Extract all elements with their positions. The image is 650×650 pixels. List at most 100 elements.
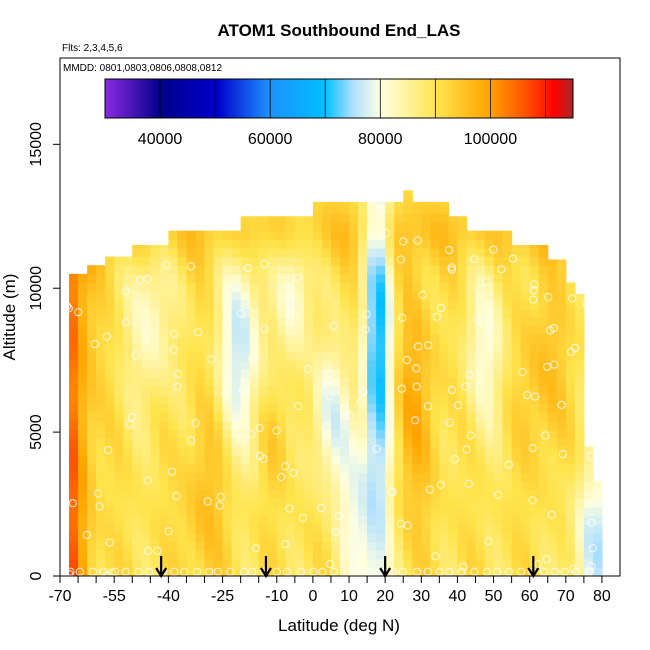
heatmap-cell (240, 230, 251, 240)
heatmap-cell (141, 524, 151, 534)
heatmap-cell (340, 481, 350, 491)
heatmap-cell (430, 567, 440, 576)
heatmap-cell (132, 506, 142, 517)
heatmap-cell (294, 463, 305, 473)
heatmap-cell (511, 325, 522, 335)
heatmap-cell (520, 351, 531, 361)
heatmap-cell (493, 360, 504, 370)
heatmap-cell (132, 403, 142, 413)
heatmap-cell (394, 342, 404, 353)
heatmap-cell (132, 325, 142, 335)
heatmap-cell (421, 247, 431, 258)
heatmap-cell (222, 558, 233, 568)
heatmap-cell (520, 360, 531, 370)
heatmap-cell (349, 222, 359, 232)
heatmap-cell (303, 308, 314, 318)
heatmap-cell (186, 342, 197, 353)
heatmap-cell (556, 411, 567, 422)
sample-point (102, 332, 112, 341)
heatmap-cell (376, 550, 386, 560)
heatmap-cell (69, 481, 79, 491)
heatmap-cell (177, 351, 188, 361)
sample-point (445, 418, 454, 427)
heatmap-cell (547, 558, 558, 568)
heatmap-cell (475, 429, 486, 439)
heatmap-cell (448, 342, 459, 353)
heatmap-cell (502, 541, 513, 551)
heatmap-cell (285, 342, 296, 353)
heatmap-cell (421, 472, 431, 482)
heatmap-cell (475, 550, 486, 560)
heatmap-cell (321, 446, 332, 456)
heatmap-cell (159, 403, 169, 413)
heatmap-cell (394, 489, 404, 499)
heatmap-cell (349, 524, 359, 534)
sample-point (99, 567, 108, 576)
heatmap-cell (358, 291, 368, 301)
heatmap-cell (213, 455, 224, 465)
heatmap-cell (466, 455, 477, 465)
heatmap-cell (349, 299, 359, 309)
heatmap-cell (547, 429, 558, 439)
sample-point (541, 431, 550, 440)
heatmap-cell (303, 386, 314, 396)
heatmap-cell (267, 411, 278, 422)
heatmap-cell (349, 394, 359, 404)
heatmap-cell (294, 247, 305, 258)
heatmap-cell (222, 386, 233, 396)
heatmap-cell (457, 308, 468, 318)
heatmap-cell (556, 550, 567, 560)
heatmap-cell (574, 524, 585, 534)
heatmap-cell (312, 342, 323, 353)
heatmap-cell (312, 222, 323, 232)
sample-point (180, 567, 189, 576)
heatmap-cell (448, 222, 459, 232)
heatmap-cell (330, 481, 341, 491)
heatmap-cell (412, 532, 422, 543)
heatmap-cell (394, 317, 404, 327)
heatmap-cell (78, 481, 88, 491)
sample-point (523, 391, 532, 400)
heatmap-cell (312, 282, 323, 292)
heatmap-cell (520, 317, 531, 327)
heatmap-cell (231, 317, 242, 327)
heatmap-cell (574, 334, 585, 344)
heatmap-cell (349, 317, 359, 327)
heatmap-cell (385, 213, 395, 223)
heatmap-cell (213, 377, 224, 387)
heatmap-cell (367, 368, 377, 379)
sample-point (345, 411, 354, 420)
heatmap-cell (403, 446, 413, 456)
heatmap-cell (493, 291, 504, 301)
heatmap-cell (231, 368, 242, 379)
heatmap-cell (367, 437, 377, 448)
heatmap-cell (565, 489, 576, 499)
heatmap-cell (493, 299, 504, 309)
heatmap-cell (231, 498, 242, 508)
heatmap-cell (321, 265, 332, 275)
heatmap-cell (556, 463, 567, 473)
heatmap-cell (547, 360, 558, 370)
heatmap-cell (457, 446, 468, 456)
heatmap-cell (547, 541, 558, 551)
heatmap-cell (448, 230, 459, 240)
heatmap-cell (204, 532, 215, 543)
heatmap-cell (592, 481, 603, 491)
heatmap-cell (141, 360, 151, 370)
heatmap-cell (285, 247, 296, 258)
heatmap-cell (276, 308, 287, 318)
heatmap-cell (340, 394, 350, 404)
heatmap-cell (330, 558, 341, 568)
heatmap-cell (141, 506, 151, 517)
heatmap-cell (493, 317, 504, 327)
heatmap-cell (321, 515, 332, 525)
heatmap-cell (538, 472, 549, 482)
heatmap-cell (312, 498, 323, 508)
heatmap-cell (294, 222, 305, 232)
sample-point (82, 530, 91, 540)
heatmap-cell (421, 230, 431, 240)
heatmap-cell (475, 515, 486, 525)
heatmap-cell (105, 403, 115, 413)
heatmap-cell (168, 368, 179, 379)
heatmap-cell (574, 515, 585, 525)
